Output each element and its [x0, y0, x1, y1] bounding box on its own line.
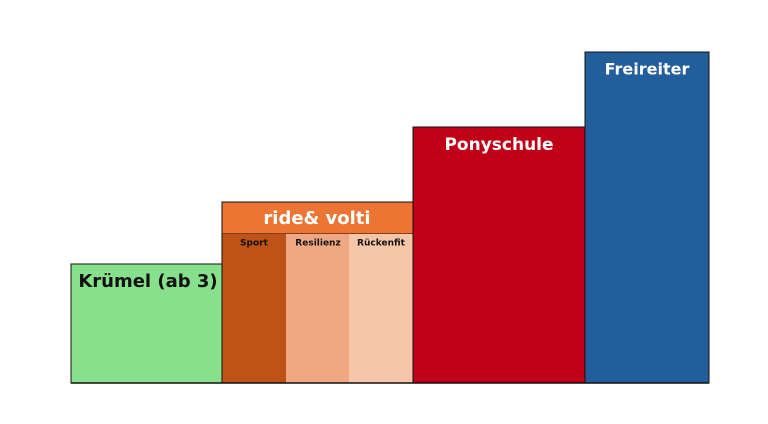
kruemel-label: Krümel (ab 3) — [78, 271, 217, 292]
rueckenfit-block — [349, 234, 413, 383]
freireiter-label: Freireiter — [605, 60, 690, 79]
resilienz-block — [286, 234, 349, 383]
freireiter-block — [584, 51, 710, 384]
ride-volti-label: ride& volti — [263, 208, 370, 229]
kruemel-block — [70, 263, 223, 384]
sport-label: Sport — [240, 239, 269, 249]
ponyschule-block — [412, 126, 586, 384]
ponyschule-label: Ponyschule — [444, 135, 553, 155]
rueckenfit-label: Rückenfit — [357, 239, 406, 249]
resilienz-label: Resilienz — [295, 239, 340, 249]
sport-block — [222, 234, 286, 383]
